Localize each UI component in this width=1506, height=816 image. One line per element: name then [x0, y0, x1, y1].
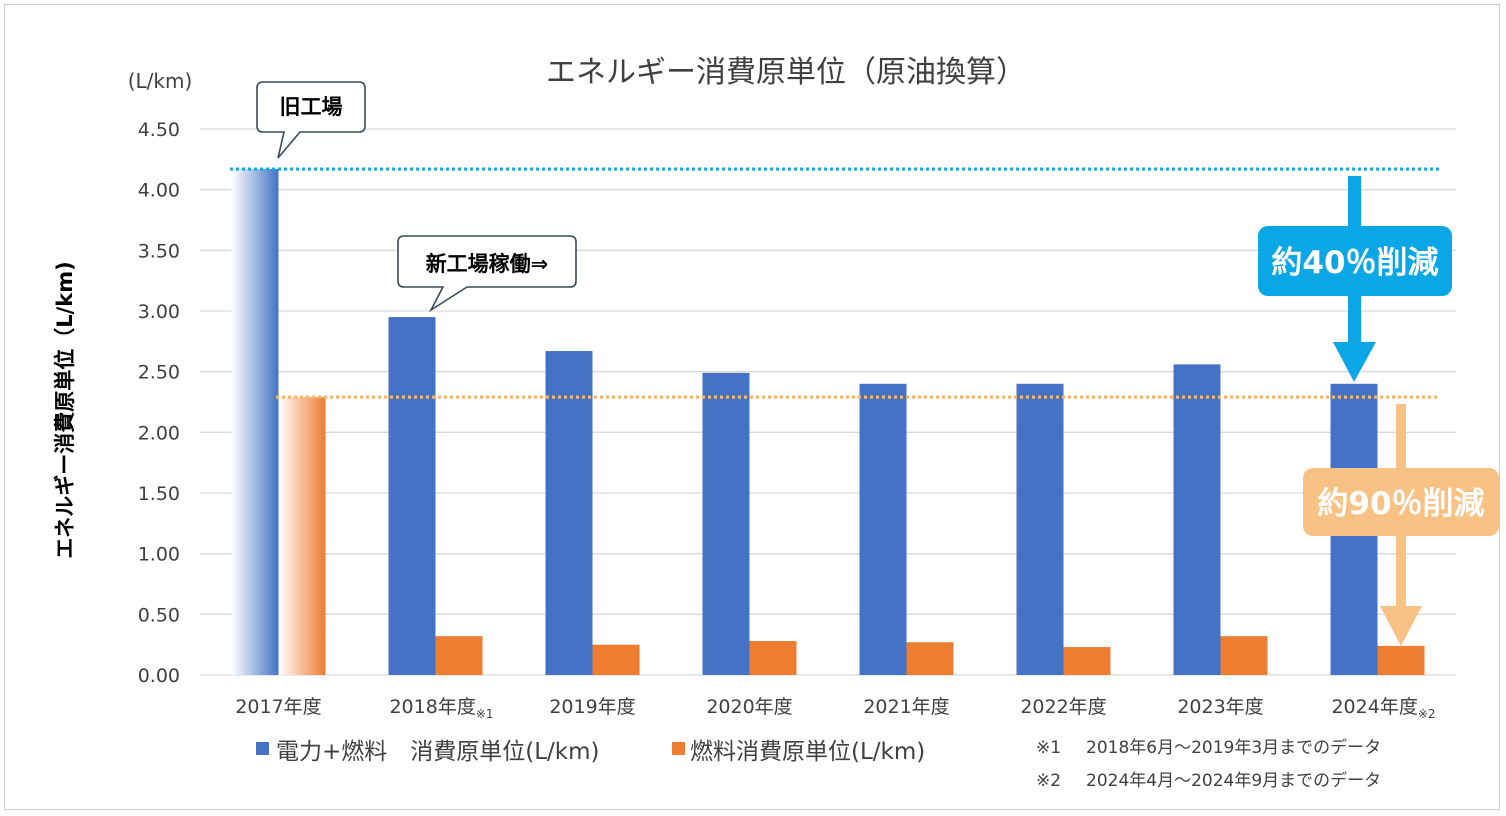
bar-total-2019年度 [545, 351, 593, 675]
bar-fuel-2018年度 [435, 636, 483, 675]
bar-total-2020年度 [702, 372, 750, 675]
footnote-2-text: 2024年4月～2024年9月までのデータ [1086, 770, 1381, 791]
y-tick-label: 2.50 [138, 362, 180, 384]
bar-total-2017年度 [231, 169, 279, 676]
callout-new-factory: 新工場稼働⇒ [397, 235, 577, 313]
reduction-fuel-badge [1303, 468, 1499, 536]
bar-fuel-2024年度 [1377, 645, 1425, 675]
x-tick-label: 2022年度 [1020, 696, 1106, 718]
reduction-total-indicator: 約40％削減 [1258, 176, 1452, 382]
bar-fuel-2023年度 [1220, 636, 1268, 675]
y-tick-label: 1.50 [138, 483, 180, 505]
x-tick-labels: 2017年度 2018年度※1 2019年度 2020年度 2021年度 2022年度 20… [235, 696, 1435, 721]
y-tick-label: 3.50 [138, 240, 180, 262]
reduction-total-text: 約40％削減 [1271, 245, 1438, 281]
y-tick-label: 0.00 [138, 665, 180, 687]
footnote-1-mark: ※1 [1036, 738, 1061, 758]
bar-total-2018年度 [388, 317, 436, 675]
reduction-fuel-text: 約90％削減 [1317, 486, 1484, 522]
y-tick-label: 4.00 [138, 180, 180, 202]
legend-label-total: 電力+燃料 消費原単位(L/km) [276, 739, 600, 765]
legend-swatch-fuel [672, 742, 685, 755]
bar-total-2022年度 [1016, 383, 1064, 675]
legend: 電力+燃料 消費原単位(L/km) 燃料消費原単位(L/km) [256, 739, 925, 765]
bar-total-2023年度 [1173, 364, 1221, 675]
chart-title: エネルギー消費原単位（原油換算） [546, 55, 1026, 90]
reduction-total-badge [1258, 226, 1452, 296]
y-tick-label: 2.00 [138, 422, 180, 444]
bar-fuel-2022年度 [1063, 647, 1111, 675]
footnotes: ※1 2018年6月～2019年3月までのデータ ※2 2024年4月～2024… [1036, 737, 1381, 791]
y-tick-label: 0.50 [138, 604, 180, 626]
bar-fuel-2021年度 [906, 642, 954, 675]
gridlines [200, 128, 1456, 676]
x-tick-footnote-mark: ※1 [476, 707, 494, 721]
x-tick-label: 2023年度 [1177, 696, 1263, 718]
bar-fuel-2019年度 [592, 644, 640, 675]
x-tick-label: 2019年度 [549, 696, 635, 718]
x-tick-label: 2021年度 [863, 696, 949, 718]
x-tick-footnote-mark: ※2 [1418, 707, 1436, 721]
reference-lines [230, 167, 1440, 399]
legend-swatch-total [256, 742, 269, 755]
x-tick-label: 2020年度 [706, 696, 792, 718]
y-tick-label: 3.00 [138, 301, 180, 323]
x-tick-label: 2017年度 [235, 696, 321, 718]
bar-fuel-2020年度 [749, 641, 797, 675]
y-tick-label: 4.50 [138, 119, 180, 141]
legend-label-fuel: 燃料消費原単位(L/km) [690, 739, 925, 765]
callout-new-factory-text: 新工場稼働⇒ [426, 252, 549, 276]
bars [231, 169, 1425, 676]
footnote-1-text: 2018年6月～2019年3月までのデータ [1086, 737, 1381, 758]
callout-old-factory-text: 旧工場 [280, 95, 343, 119]
callout-old-factory: 旧工場 [256, 81, 366, 159]
bar-fuel-2017年度 [278, 397, 326, 675]
reduction-fuel-arrow-head [1380, 606, 1422, 646]
x-tick-label: 2024年度※2 [1331, 696, 1435, 721]
bar-total-2021年度 [859, 383, 907, 675]
y-tick-labels: 0.00 0.50 1.00 1.50 2.00 2.50 3.00 3.50 4.00 4.50 [138, 119, 180, 687]
y-axis-title: エネルギー消費原単位（L/km) [53, 261, 77, 559]
x-tick-label: 2018年度※1 [389, 696, 493, 721]
reduction-fuel-indicator: 約90％削減 [1303, 404, 1499, 646]
footnote-2-mark: ※2 [1036, 771, 1061, 791]
y-unit-label: (L/km) [128, 69, 193, 93]
y-tick-label: 1.00 [138, 544, 180, 566]
reduction-total-arrow-head [1333, 342, 1376, 382]
